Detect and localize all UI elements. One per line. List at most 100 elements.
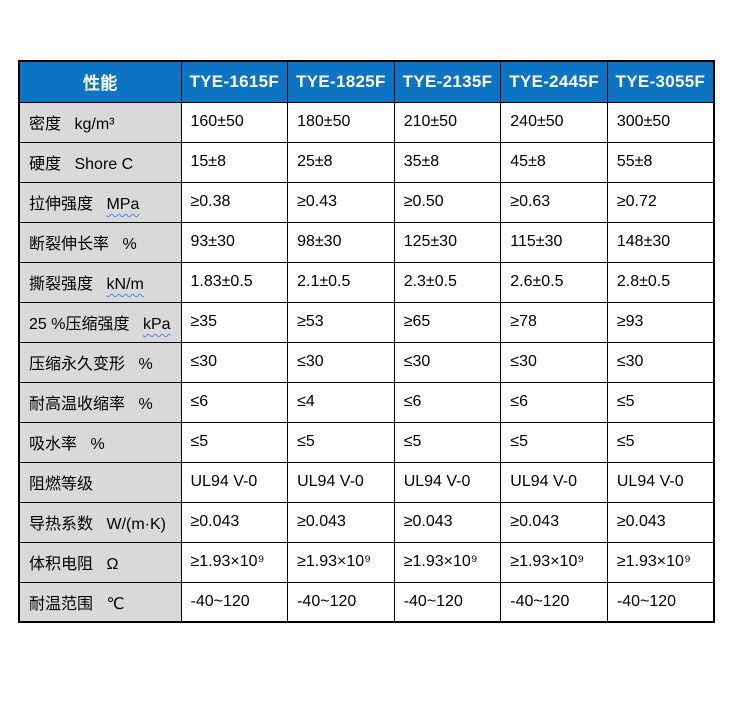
product-spec-table: 性能 TYE-1615F TYE-1825F TYE-2135F TYE-244… [18, 60, 715, 623]
value-cell-3: ≥0.50 [393, 181, 502, 223]
property-name: 密度 [29, 116, 62, 133]
value-cell-5: ≥0.043 [606, 501, 715, 543]
value-cell-5: -40~120 [606, 581, 715, 623]
value-cell-1: -40~120 [180, 581, 289, 623]
value-cell-2: 2.1±0.5 [287, 261, 395, 303]
table-row: 断裂伸长率 % 93±30 98±30 125±30 115±30 148±30 [18, 221, 715, 263]
value-cell-5: ≥93 [606, 301, 715, 343]
value-cell-3: 2.3±0.5 [393, 261, 502, 303]
property-name: 耐温范围 [29, 595, 94, 613]
property-unit: % [138, 396, 153, 413]
table-row: 导热系数 W/(m·K) ≥0.043 ≥0.043 ≥0.043 ≥0.043… [18, 501, 715, 543]
value-cell-3: ≥0.043 [393, 501, 502, 543]
property-label-cell: 硬度 Shore C [18, 141, 182, 183]
value-cell-2: ≥0.43 [287, 181, 395, 223]
value-cell-3: ≤30 [393, 341, 502, 383]
table-row: 密度 kg/m³ 160±50 180±50 210±50 240±50 300… [18, 101, 715, 143]
header-model-5: TYE-3055F [606, 60, 715, 103]
value-cell-2: 98±30 [287, 221, 395, 263]
value-cell-5: ≤5 [606, 381, 715, 423]
property-unit: % [90, 436, 105, 453]
table-row: 压缩永久变形 % ≤30 ≤30 ≤30 ≤30 ≤30 [18, 341, 715, 383]
value-cell-2: ≥1.93×10⁹ [287, 541, 395, 583]
value-cell-1: ≥0.043 [180, 501, 289, 543]
value-cell-5: ≥1.93×10⁹ [606, 541, 715, 583]
table-body: 密度 kg/m³ 160±50 180±50 210±50 240±50 300… [18, 101, 715, 623]
property-label-cell: 拉伸强度 MPa [18, 181, 182, 223]
value-cell-3: ≥1.93×10⁹ [393, 541, 502, 583]
property-name: 硬度 [29, 156, 62, 173]
value-cell-4: ≥1.93×10⁹ [500, 541, 608, 583]
value-cell-5: ≤5 [606, 421, 715, 463]
value-cell-4: ≤5 [500, 421, 608, 463]
value-cell-2: ≤4 [287, 381, 395, 423]
property-unit: Ω [106, 556, 119, 573]
table-row: 吸水率 % ≤5 ≤5 ≤5 ≤5 ≤5 [18, 421, 715, 463]
value-cell-3: ≥65 [393, 301, 502, 343]
value-cell-4: ≥78 [500, 301, 608, 343]
property-name: 25 %压缩强度 [29, 316, 130, 333]
value-cell-1: UL94 V-0 [180, 461, 289, 503]
property-label-cell: 压缩永久变形 % [18, 341, 182, 383]
table-row: 耐温范围 ℃ -40~120 -40~120 -40~120 -40~120 -… [18, 581, 715, 623]
value-cell-1: 93±30 [180, 221, 289, 263]
value-cell-1: ≤6 [180, 381, 289, 423]
property-label-cell: 耐高温收缩率 % [18, 381, 182, 423]
header-model-2: TYE-1825F [287, 60, 395, 103]
value-cell-3: 210±50 [393, 101, 502, 143]
value-cell-2: ≥53 [287, 301, 395, 343]
property-unit: kg/m³ [74, 116, 115, 133]
property-name: 耐高温收缩率 [29, 396, 126, 413]
property-label-cell: 密度 kg/m³ [18, 101, 182, 143]
value-cell-2: ≤30 [287, 341, 395, 383]
property-name: 撕裂强度 [29, 276, 94, 293]
value-cell-5: ≥0.72 [606, 181, 715, 223]
property-unit: ℃ [106, 595, 125, 613]
property-unit: Shore C [74, 156, 134, 173]
value-cell-2: UL94 V-0 [287, 461, 395, 503]
value-cell-1: 1.83±0.5 [180, 261, 289, 303]
property-name: 吸水率 [29, 436, 78, 453]
property-unit: W/(m·K) [106, 516, 166, 533]
property-unit: kN/m [106, 276, 144, 293]
header-model-3: TYE-2135F [393, 60, 502, 103]
header-row: 性能 TYE-1615F TYE-1825F TYE-2135F TYE-244… [18, 60, 715, 103]
property-name: 阻燃等级 [29, 476, 94, 493]
value-cell-4: 2.6±0.5 [500, 261, 608, 303]
table-row: 硬度 Shore C 15±8 25±8 35±8 45±8 55±8 [18, 141, 715, 183]
value-cell-5: ≤30 [606, 341, 715, 383]
value-cell-3: -40~120 [393, 581, 502, 623]
table-row: 拉伸强度 MPa ≥0.38 ≥0.43 ≥0.50 ≥0.63 ≥0.72 [18, 181, 715, 223]
value-cell-1: ≤30 [180, 341, 289, 383]
property-label-cell: 吸水率 % [18, 421, 182, 463]
property-label-cell: 撕裂强度 kN/m [18, 261, 182, 303]
value-cell-4: ≤6 [500, 381, 608, 423]
value-cell-1: 15±8 [180, 141, 289, 183]
value-cell-4: UL94 V-0 [500, 461, 608, 503]
value-cell-5: UL94 V-0 [606, 461, 715, 503]
property-name: 压缩永久变形 [29, 356, 126, 373]
value-cell-4: -40~120 [500, 581, 608, 623]
table-row: 撕裂强度 kN/m 1.83±0.5 2.1±0.5 2.3±0.5 2.6±0… [18, 261, 715, 303]
header-model-4: TYE-2445F [500, 60, 608, 103]
value-cell-3: ≤5 [393, 421, 502, 463]
property-unit: kPa [142, 316, 171, 333]
header-property: 性能 [18, 60, 182, 103]
value-cell-4: 240±50 [500, 101, 608, 143]
value-cell-1: ≤5 [180, 421, 289, 463]
value-cell-5: 300±50 [606, 101, 715, 143]
value-cell-4: 115±30 [500, 221, 608, 263]
value-cell-1: ≥1.93×10⁹ [180, 541, 289, 583]
value-cell-4: ≥0.63 [500, 181, 608, 223]
property-name: 体积电阻 [29, 556, 94, 573]
value-cell-2: ≤5 [287, 421, 395, 463]
header-model-1: TYE-1615F [180, 60, 289, 103]
value-cell-5: 2.8±0.5 [606, 261, 715, 303]
value-cell-1: ≥0.38 [180, 181, 289, 223]
value-cell-3: 125±30 [393, 221, 502, 263]
value-cell-3: UL94 V-0 [393, 461, 502, 503]
table-row: 耐高温收缩率 % ≤6 ≤4 ≤6 ≤6 ≤5 [18, 381, 715, 423]
table-row: 25 %压缩强度 kPa ≥35 ≥53 ≥65 ≥78 ≥93 [18, 301, 715, 343]
property-label-cell: 导热系数 W/(m·K) [18, 501, 182, 543]
